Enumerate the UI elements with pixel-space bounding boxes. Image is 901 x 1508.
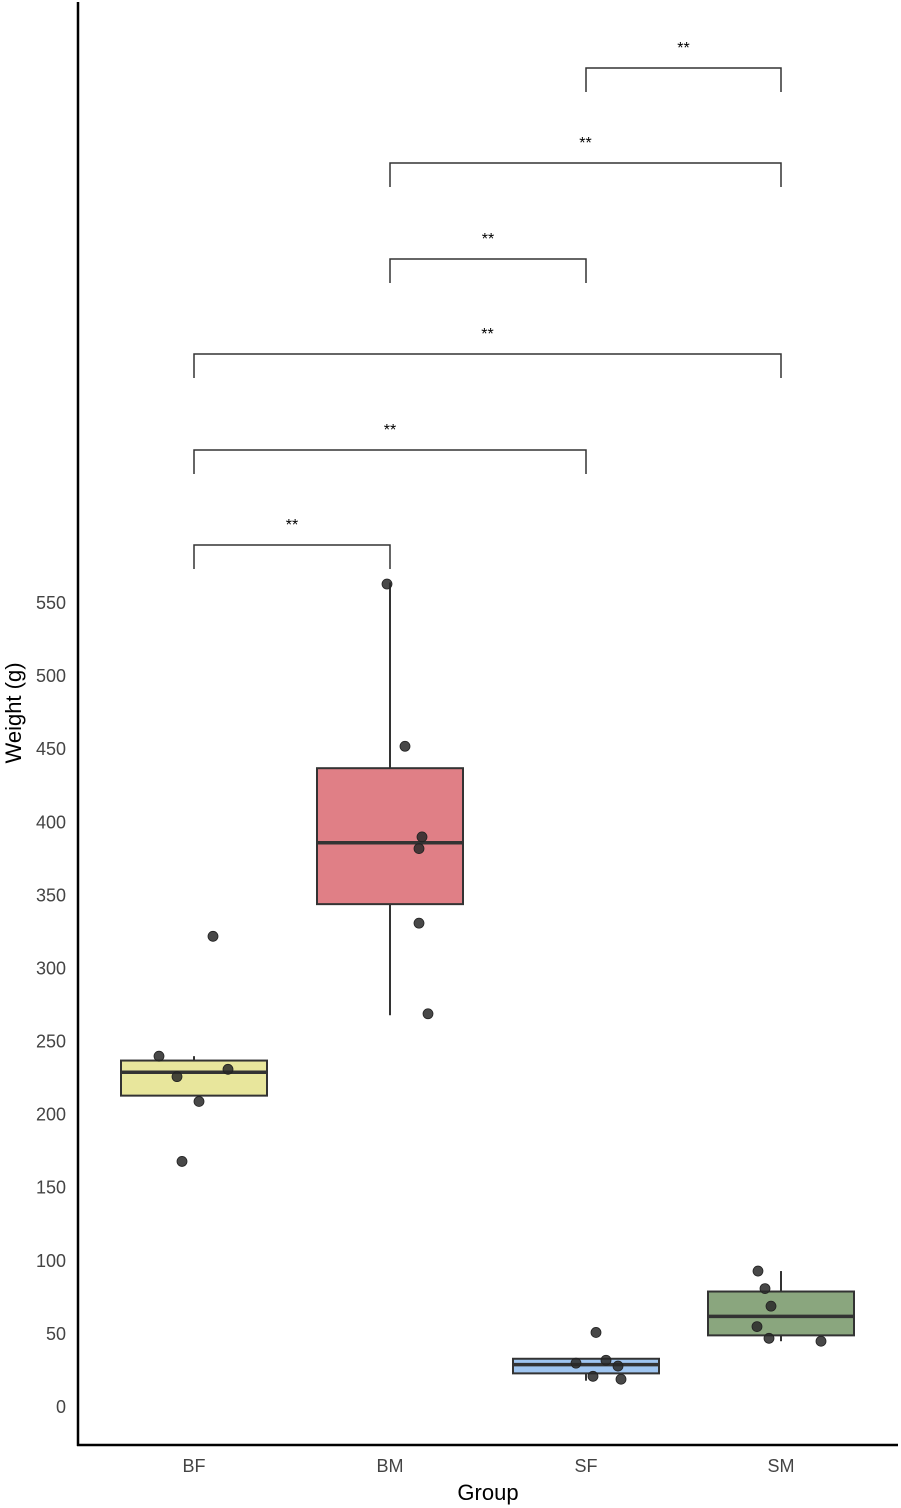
data-point: [590, 1327, 602, 1338]
x-axis-ticks: BF BM SF SM: [182, 1456, 794, 1476]
y-tick-label: 300: [36, 958, 66, 978]
significance-bracket-bm-sf: **: [389, 231, 587, 283]
data-point: [815, 1335, 827, 1347]
x-axis-title: Group: [457, 1480, 518, 1505]
data-point: [399, 740, 411, 752]
significance-bracket-bf-bm: **: [193, 517, 391, 569]
y-axis-title: Weight (g): [1, 662, 26, 763]
significance-brackets: ** ** ** ** ** **: [193, 40, 782, 569]
y-tick-label: 400: [36, 812, 66, 832]
data-point: [413, 917, 425, 929]
data-point: [600, 1354, 612, 1366]
data-point: [422, 1008, 434, 1020]
data-point: [763, 1332, 775, 1344]
significance-label: **: [384, 422, 396, 439]
data-point: [587, 1370, 599, 1382]
x-tick-label: BF: [182, 1456, 205, 1476]
y-tick-label: 450: [36, 739, 66, 759]
y-tick-label: 200: [36, 1105, 66, 1125]
y-tick-label: 550: [36, 593, 66, 613]
data-point: [381, 578, 393, 590]
data-point: [207, 930, 219, 942]
significance-bracket-bf-sf: **: [193, 422, 587, 474]
data-points: [153, 578, 827, 1385]
significance-label: **: [481, 326, 493, 343]
box-sm: [707, 1271, 855, 1342]
significance-bracket-bm-sm: **: [389, 135, 782, 187]
y-tick-label: 150: [36, 1178, 66, 1198]
data-point: [752, 1265, 764, 1277]
y-tick-label: 0: [56, 1397, 66, 1417]
y-tick-label: 350: [36, 885, 66, 905]
box-bf: [120, 1056, 268, 1097]
boxes: [120, 582, 855, 1381]
data-point: [413, 843, 425, 854]
data-point: [751, 1321, 763, 1333]
data-point: [153, 1050, 165, 1062]
data-point: [416, 831, 428, 843]
data-point: [193, 1096, 205, 1107]
x-tick-label: SM: [768, 1456, 795, 1476]
data-point: [759, 1283, 771, 1294]
data-point: [615, 1373, 627, 1385]
data-point: [222, 1063, 234, 1075]
significance-bracket-bf-sm: **: [193, 326, 782, 378]
data-point: [612, 1360, 624, 1372]
significance-bracket-sf-sm: **: [585, 40, 782, 92]
y-axis-ticks: 0 50 100 150 200 250 300 350 400 450 500 550: [36, 593, 66, 1417]
box-sf: [512, 1357, 660, 1381]
x-tick-label: BM: [377, 1456, 404, 1476]
data-point: [171, 1071, 183, 1083]
data-point: [570, 1357, 582, 1369]
box-bm: [316, 582, 464, 1016]
significance-label: **: [286, 517, 298, 534]
x-tick-label: SF: [574, 1456, 597, 1476]
significance-label: **: [677, 40, 689, 57]
data-point: [176, 1156, 188, 1167]
significance-label: **: [579, 135, 591, 152]
y-tick-label: 100: [36, 1251, 66, 1271]
significance-label: **: [482, 231, 494, 248]
y-tick-label: 500: [36, 666, 66, 686]
data-point: [765, 1300, 777, 1312]
y-tick-label: 50: [46, 1324, 66, 1344]
y-tick-label: 250: [36, 1032, 66, 1052]
